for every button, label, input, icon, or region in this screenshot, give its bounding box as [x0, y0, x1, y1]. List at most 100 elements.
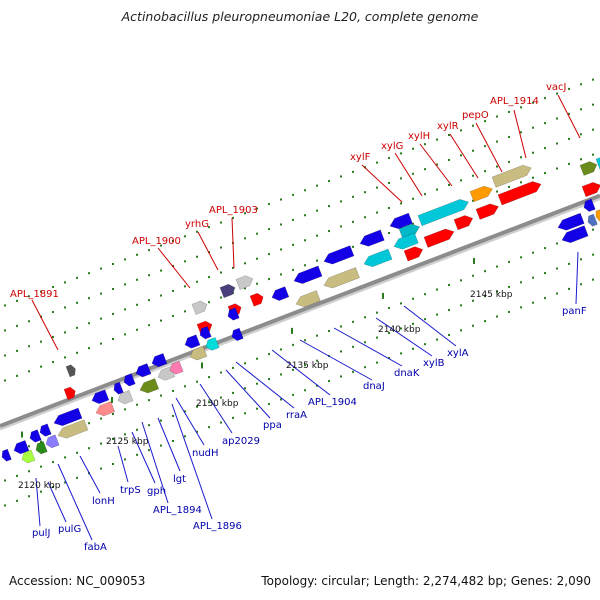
gene-xyla-shape [393, 232, 419, 250]
gene-grey-2-shape [191, 300, 208, 315]
gene-label-xylf: xylF [350, 152, 371, 163]
gene-panf-shape [561, 225, 589, 244]
gene-nudh [189, 345, 208, 361]
gene-xylr [453, 215, 474, 231]
tick-label: 2140 kbp [378, 325, 421, 335]
gene-rev-0-shape [1, 448, 12, 462]
gene-xylb-shape [363, 248, 393, 268]
gene-apl1894-shape [139, 378, 160, 394]
gene-vacj-shape [579, 161, 598, 176]
gene-purple-shape [219, 283, 236, 299]
tick-label: 2120 kbp [18, 481, 61, 491]
tick-label: 2145 kbp [470, 290, 513, 300]
gene-lgt-b [151, 352, 168, 368]
gene-xylb-b [359, 229, 385, 247]
gene-trps-b-shape [113, 381, 124, 395]
gene-label-ppa: ppa [263, 420, 282, 431]
tick-label: 2130 kbp [196, 399, 239, 409]
leader-line [225, 369, 271, 419]
kbp-ticks: 2120 kbp 2125 kbp 2130 kbp 2135 kbp 2140 kbp… [18, 257, 513, 491]
gene-rev-3 [39, 423, 52, 437]
leader-line [231, 217, 235, 269]
gene-label-pepo: pepO [462, 110, 489, 121]
gene-xyla-b-shape [389, 212, 413, 230]
gene-rev-2-shape [29, 429, 42, 443]
gene-gph-b-shape [123, 373, 136, 387]
gene-pulg-g-shape [35, 440, 48, 455]
gene-label-rraa: rraA [286, 410, 307, 421]
leader-line [197, 231, 219, 271]
gene-pulj [21, 449, 36, 464]
gene-xylf-a-shape [398, 223, 421, 240]
gene-ap2029-shape [205, 336, 220, 351]
gene-panf-b [557, 212, 585, 231]
gene-pulj-shape [21, 449, 36, 464]
gene-grey-1-shape [65, 364, 76, 378]
gene-label-apl_1904: APL_1904 [308, 397, 357, 408]
gene-label-pulj: pulJ [32, 528, 50, 539]
gene-pepo-a [469, 185, 493, 203]
gene-lonh-p-shape [95, 401, 116, 417]
leader-line [333, 327, 403, 367]
gene-xylh-shape [423, 228, 455, 248]
gene-nudh-shape [189, 345, 208, 361]
gene-pulg [45, 434, 60, 449]
gene-apl1903b-shape [249, 292, 264, 307]
gene-ppa-shape [227, 307, 240, 321]
gene-rev-2 [29, 429, 42, 443]
gene-label-apl_1896: APL_1896 [193, 521, 242, 532]
gene-apl1914-shape [497, 181, 542, 206]
gene-panf-b-shape [557, 212, 585, 231]
gene-rev-3-shape [39, 423, 52, 437]
gene-label-dnaj: dnaJ [363, 381, 385, 392]
gene-edge-cyan [595, 156, 600, 170]
leader-line [419, 143, 453, 187]
gene-rev-4 [53, 407, 83, 427]
leader-line [575, 251, 579, 305]
genome-backbone [0, 193, 600, 431]
gene-xylg [417, 199, 469, 227]
gene-apl1904 [271, 286, 290, 301]
gene-dnaj-b-shape [293, 265, 323, 284]
gene-rraa [231, 327, 244, 342]
gene-apl1891 [63, 386, 76, 401]
leader-line [513, 109, 527, 159]
gene-xylf-a [398, 223, 421, 240]
gene-label-apl_1903: APL_1903 [209, 205, 258, 216]
gene-ap2029 [205, 336, 220, 351]
gene-pepo-a-shape [469, 185, 493, 203]
tick-label: 2135 kbp [286, 361, 329, 371]
gene-ppa [227, 307, 240, 321]
leader-lines [31, 94, 581, 541]
leader-line [403, 305, 457, 347]
gene-label-xylr: xylR [437, 121, 459, 132]
leader-line [235, 361, 295, 409]
topology-label: Topology: circular; Length: 2,274,482 bp… [261, 574, 591, 588]
leader-line [79, 455, 101, 494]
leader-line [31, 299, 59, 351]
gene-label-xylh: xylH [408, 131, 430, 142]
gene-apl1896 [184, 334, 201, 349]
gene-trps-b [113, 381, 124, 395]
gene-panf-d-shape [587, 213, 598, 227]
gene-label-apl_1900: APL_1900 [132, 236, 181, 247]
gene-apl1894 [139, 378, 160, 394]
gene-label-vacj: vacJ [546, 82, 567, 93]
leader-line [199, 383, 233, 434]
gene-edge-cyan-shape [595, 156, 600, 170]
gene-label-ap2029: ap2029 [222, 436, 260, 447]
leader-line [271, 349, 331, 396]
leader-line [475, 122, 503, 173]
gene-dnaj [295, 290, 321, 308]
gene-grey-2 [191, 300, 208, 315]
gene-pepo-r-shape [475, 203, 499, 220]
leader-line [117, 445, 129, 483]
gene-nudh-b-shape [199, 325, 212, 340]
gene-apl1904-shape [271, 286, 290, 301]
gene-yrhg [235, 275, 254, 291]
gene-rev-4-shape [53, 407, 83, 427]
gene-label-panf: panF [562, 306, 587, 317]
gene-vacj-r [581, 181, 600, 198]
